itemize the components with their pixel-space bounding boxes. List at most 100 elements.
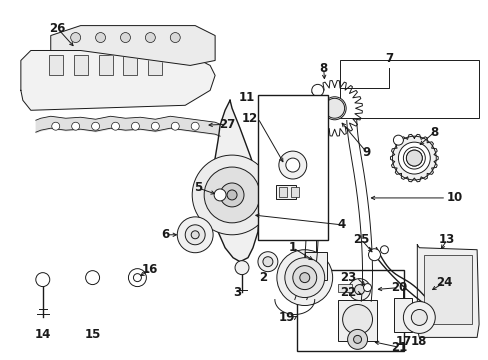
Circle shape: [133, 274, 141, 282]
Text: 22: 22: [340, 286, 356, 299]
Circle shape: [285, 158, 299, 172]
Text: 14: 14: [35, 328, 51, 341]
Bar: [148, 55, 162, 75]
Text: 12: 12: [241, 112, 258, 125]
Bar: [290, 187, 298, 197]
Circle shape: [403, 147, 425, 169]
Circle shape: [258, 252, 277, 272]
Circle shape: [95, 32, 105, 42]
Circle shape: [131, 122, 139, 130]
Bar: [74, 55, 87, 75]
Circle shape: [214, 189, 225, 201]
Circle shape: [353, 336, 361, 343]
Bar: [275, 185, 295, 199]
Polygon shape: [212, 100, 260, 262]
Circle shape: [36, 273, 50, 287]
Polygon shape: [51, 26, 215, 66]
Text: 19: 19: [278, 311, 294, 324]
Text: 21: 21: [390, 341, 407, 354]
Circle shape: [145, 32, 155, 42]
Circle shape: [278, 151, 306, 179]
Bar: [278, 187, 286, 197]
Bar: [304, 252, 326, 280]
Circle shape: [235, 261, 248, 275]
Bar: [123, 55, 137, 75]
Text: 16: 16: [142, 263, 158, 276]
Text: 3: 3: [232, 286, 241, 299]
Text: 8: 8: [319, 62, 327, 75]
Text: 1: 1: [288, 241, 296, 254]
Circle shape: [220, 183, 244, 207]
Bar: [337, 300, 377, 341]
Circle shape: [285, 258, 324, 298]
Text: 11: 11: [238, 91, 254, 104]
Circle shape: [403, 302, 434, 333]
Text: 13: 13: [438, 233, 454, 246]
Circle shape: [323, 97, 346, 120]
Circle shape: [299, 273, 309, 283]
Circle shape: [192, 155, 271, 235]
Circle shape: [324, 98, 344, 118]
Circle shape: [120, 32, 130, 42]
Bar: [339, 60, 478, 118]
Circle shape: [347, 329, 367, 349]
Circle shape: [91, 122, 100, 130]
Circle shape: [226, 190, 237, 200]
Circle shape: [392, 136, 435, 180]
Circle shape: [354, 285, 364, 294]
Text: 25: 25: [353, 233, 369, 246]
Text: 23: 23: [340, 271, 356, 284]
Polygon shape: [416, 245, 478, 337]
Text: 4: 4: [337, 218, 345, 231]
Circle shape: [263, 257, 272, 267]
Circle shape: [368, 249, 380, 261]
Circle shape: [380, 246, 387, 254]
Circle shape: [276, 250, 332, 306]
Circle shape: [203, 167, 260, 223]
Circle shape: [72, 122, 80, 130]
Text: 5: 5: [194, 181, 202, 194]
Bar: [337, 284, 351, 292]
Text: 20: 20: [390, 281, 407, 294]
Circle shape: [191, 231, 199, 239]
Bar: [394, 298, 411, 332]
Text: 17: 17: [394, 335, 411, 348]
Circle shape: [185, 225, 205, 245]
Circle shape: [311, 84, 323, 96]
Polygon shape: [21, 50, 215, 110]
Bar: [49, 55, 62, 75]
Text: 8: 8: [429, 126, 438, 139]
Circle shape: [171, 122, 179, 130]
Text: 15: 15: [84, 328, 101, 341]
Circle shape: [52, 122, 60, 130]
Circle shape: [128, 269, 146, 287]
Circle shape: [177, 217, 213, 253]
Bar: [99, 55, 112, 75]
Circle shape: [406, 150, 422, 166]
Circle shape: [292, 266, 316, 289]
Text: 24: 24: [435, 276, 451, 289]
Circle shape: [151, 122, 159, 130]
Circle shape: [71, 32, 81, 42]
Circle shape: [191, 122, 199, 130]
Circle shape: [85, 271, 100, 285]
Circle shape: [406, 150, 422, 166]
Circle shape: [410, 310, 427, 325]
Text: 7: 7: [385, 52, 393, 65]
Circle shape: [393, 135, 403, 145]
Text: 18: 18: [410, 335, 427, 348]
Text: 6: 6: [161, 228, 169, 241]
Circle shape: [111, 122, 119, 130]
Bar: [296, 270, 404, 351]
Bar: [258, 95, 327, 240]
Text: 9: 9: [362, 145, 370, 159]
Text: 26: 26: [49, 22, 66, 35]
Text: 27: 27: [219, 118, 235, 131]
Text: 2: 2: [258, 271, 266, 284]
Circle shape: [398, 142, 429, 174]
Circle shape: [348, 279, 370, 301]
Circle shape: [170, 32, 180, 42]
Circle shape: [342, 305, 372, 334]
Bar: [424, 255, 471, 324]
Text: 10: 10: [446, 192, 462, 204]
